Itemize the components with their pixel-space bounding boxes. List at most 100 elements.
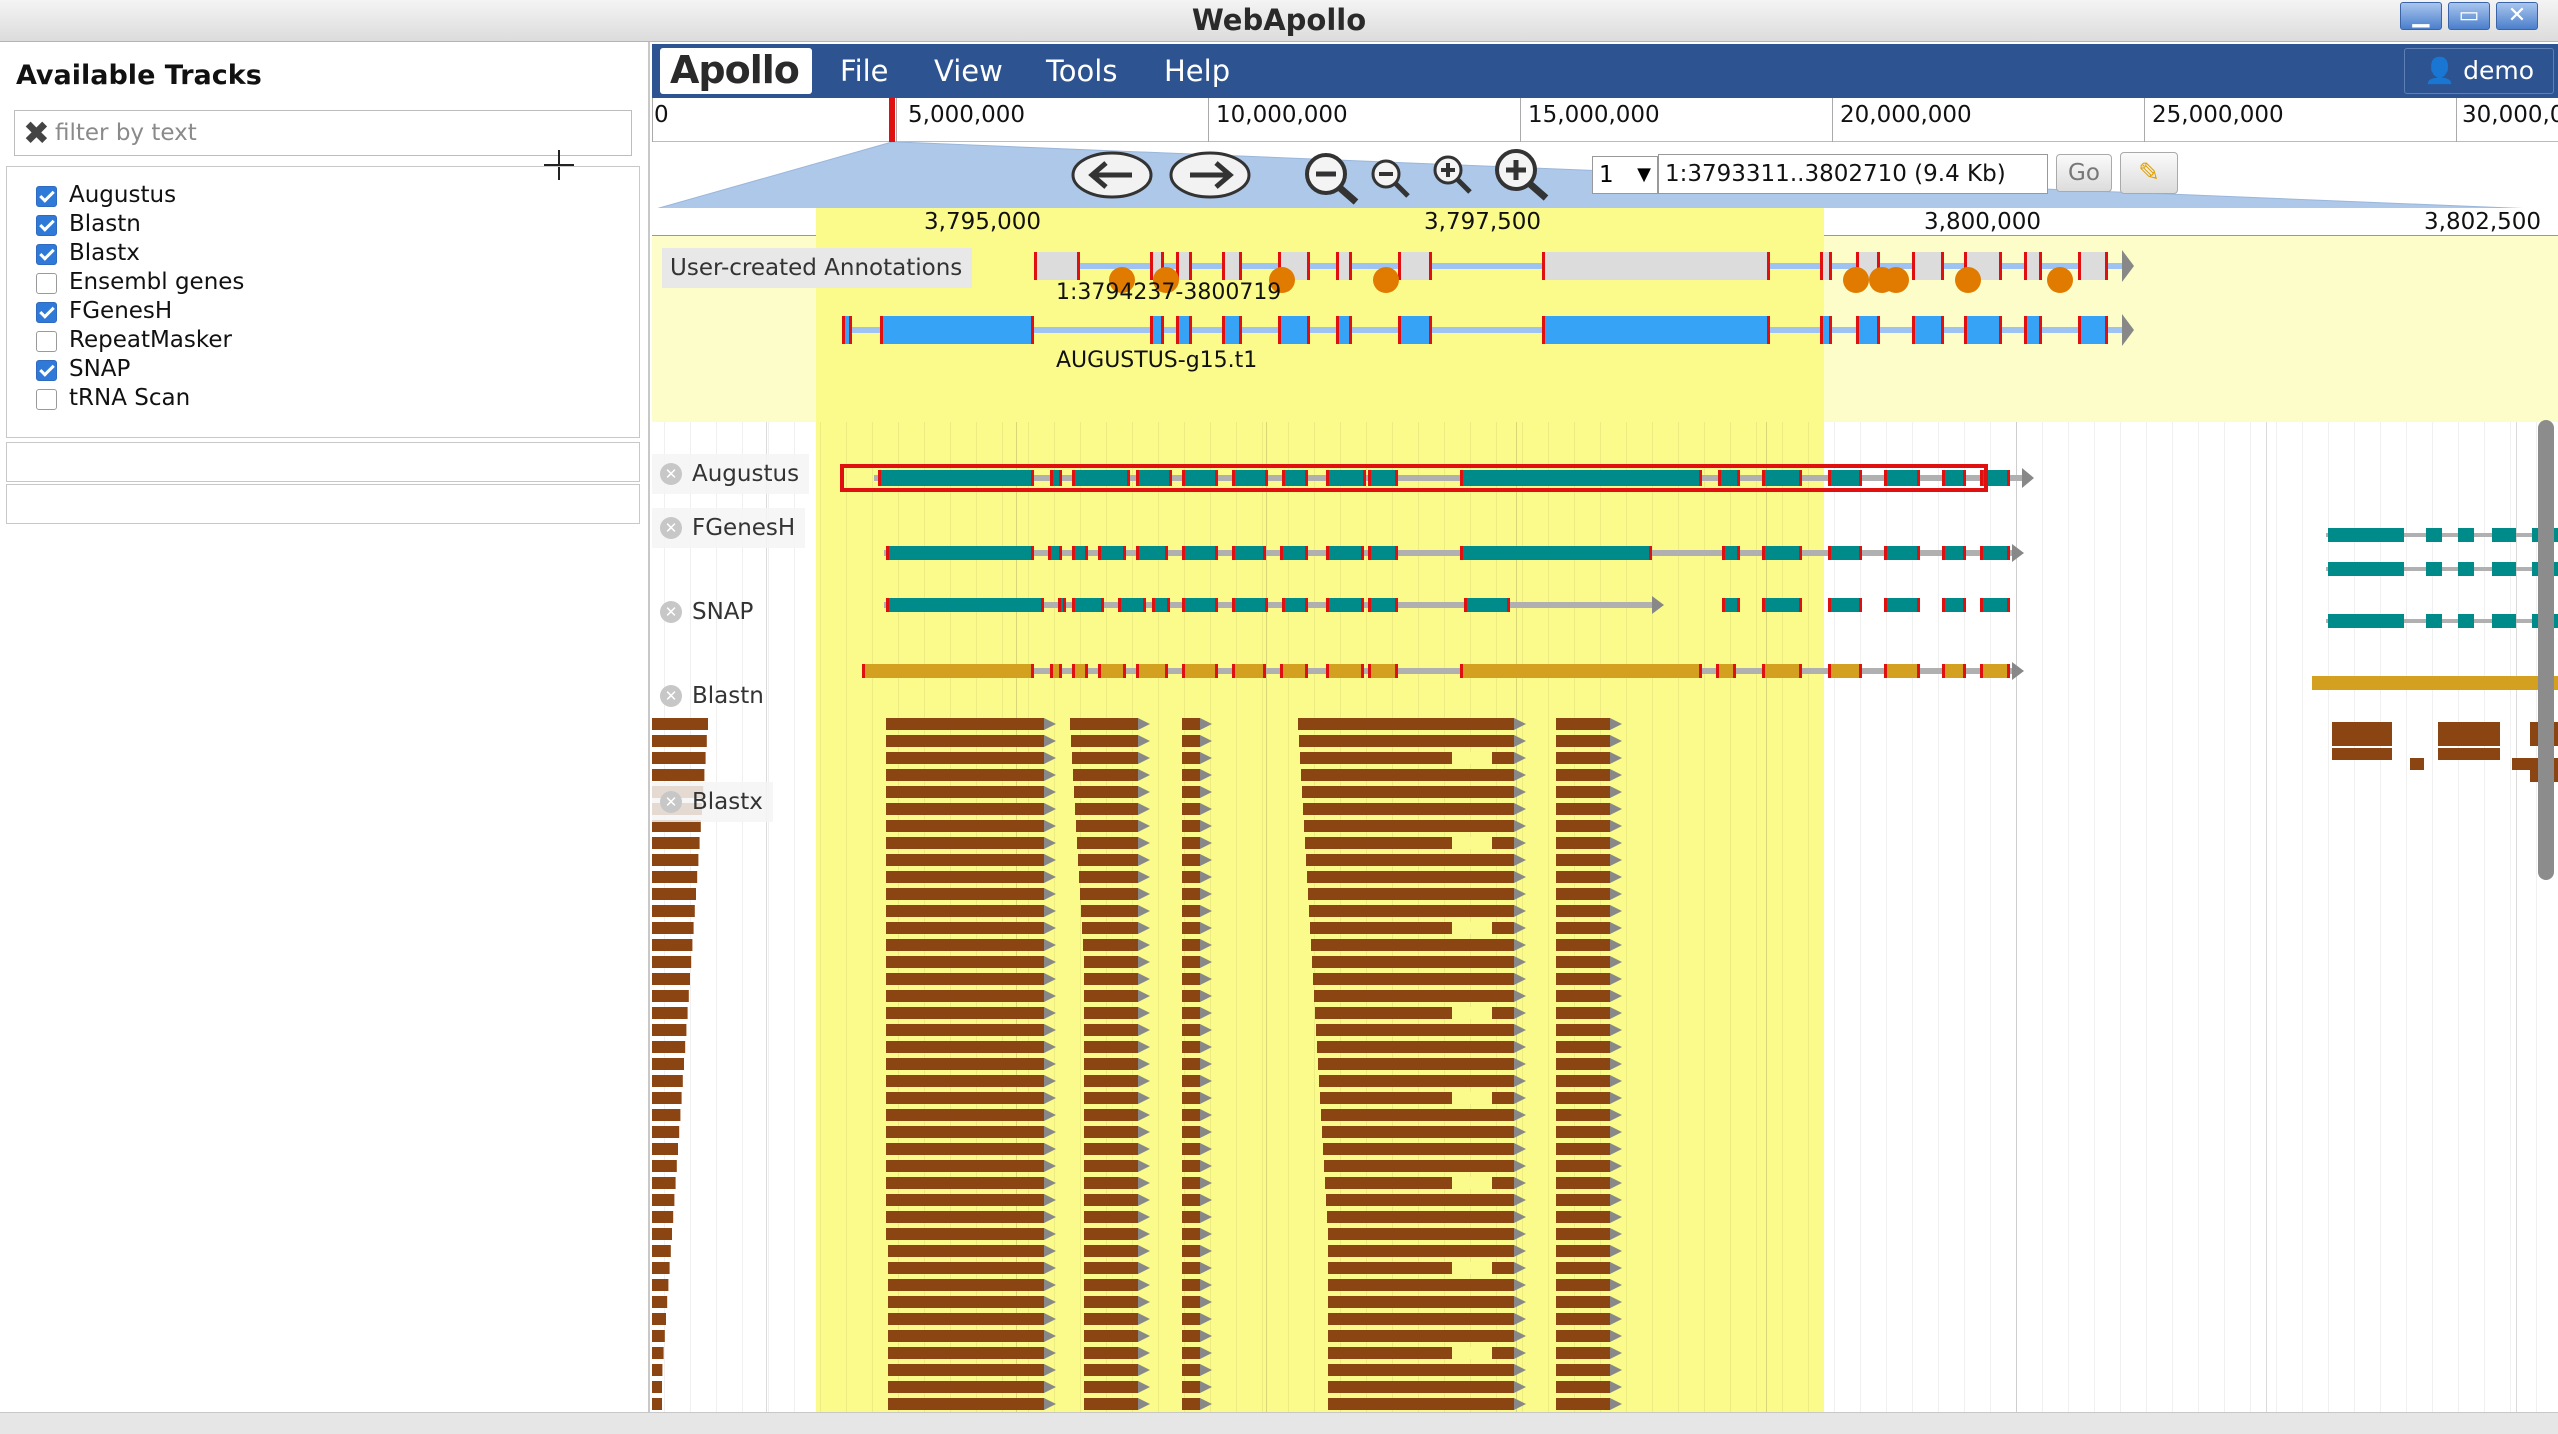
warning-icon[interactable] <box>1883 267 1909 293</box>
blastx-hit <box>1084 1092 1138 1104</box>
overview-position-marker[interactable] <box>889 98 895 142</box>
track-item-snap[interactable]: SNAP <box>7 355 639 384</box>
warning-icon[interactable] <box>1373 267 1399 293</box>
track-scrollbar[interactable] <box>2538 420 2554 880</box>
exon <box>2312 676 2558 690</box>
menu-view[interactable]: View <box>934 54 1003 88</box>
track-checkbox[interactable] <box>36 215 57 236</box>
strand-arrow <box>1652 596 1664 614</box>
pan-left-button[interactable] <box>1070 150 1154 200</box>
track-checkbox[interactable] <box>36 360 57 381</box>
zoom-in-small-icon[interactable] <box>1430 152 1474 196</box>
user-menu-button[interactable]: 👤 demo <box>2404 48 2554 94</box>
warning-icon[interactable] <box>1843 267 1869 293</box>
grid-line <box>2198 422 2199 1412</box>
blastx-hit <box>652 718 708 730</box>
track-item-blastn[interactable]: Blastn <box>7 210 639 239</box>
filter-input[interactable] <box>55 117 615 149</box>
reference-sequence-select[interactable]: 1 ▼ <box>1592 156 1658 194</box>
menu-tools[interactable]: Tools <box>1046 54 1118 88</box>
track-item-fgenesh[interactable]: FGenesH <box>7 297 639 326</box>
exon <box>1034 252 1080 280</box>
window-titlebar: WebApollo ▁ ▭ ✕ <box>0 0 2558 42</box>
zoom-out-large-icon[interactable] <box>1302 150 1362 206</box>
blastx-hit <box>886 854 1044 866</box>
warning-icon[interactable] <box>2047 267 2073 293</box>
track-label-blastn[interactable]: ✕ Blastn <box>652 676 774 716</box>
splice-site <box>1649 546 1652 560</box>
maximize-icon[interactable]: ▭ <box>2448 2 2490 30</box>
annotations-track-label[interactable]: User-created Annotations <box>662 248 973 288</box>
strand-arrow <box>1610 1398 1622 1410</box>
splice-site <box>1307 316 1310 344</box>
close-track-icon[interactable]: ✕ <box>660 791 682 813</box>
track-label-blastx[interactable]: ✕ Blastx <box>652 782 773 822</box>
blastx-hit <box>1556 871 1610 883</box>
track-item-augustus[interactable]: Augustus <box>7 181 639 210</box>
menu-help[interactable]: Help <box>1164 54 1231 88</box>
strand-arrow <box>1044 1330 1056 1342</box>
track-checkbox[interactable] <box>36 389 57 410</box>
minimize-icon[interactable]: ▁ <box>2400 2 2442 30</box>
grid-line <box>2016 422 2017 1412</box>
location-input[interactable] <box>1658 154 2048 194</box>
strand-arrow <box>1610 1024 1622 1036</box>
strand-arrow <box>1200 1398 1212 1410</box>
track-label-snap[interactable]: ✕ SNAP <box>652 592 763 632</box>
splice-site <box>1050 470 1053 486</box>
close-icon[interactable]: ✕ <box>2496 2 2538 30</box>
track-label-augustus[interactable]: ✕ Augustus <box>652 454 810 494</box>
genome-track-area[interactable]: User-created Annotations 1:3794237-38007… <box>652 236 2558 1412</box>
menu-file[interactable]: File <box>840 54 889 88</box>
exon <box>1232 664 1266 678</box>
strand-arrow <box>1138 769 1150 781</box>
close-track-icon[interactable]: ✕ <box>660 601 682 623</box>
track-checkbox[interactable] <box>36 186 57 207</box>
overview-ruler[interactable]: 0 5,000,000 10,000,000 15,000,000 20,000… <box>652 98 2558 142</box>
track-label-fgenesh[interactable]: ✕ FGenesH <box>652 508 806 548</box>
splice-site <box>1167 598 1170 612</box>
blastx-hit <box>886 922 1044 934</box>
track-checkbox[interactable] <box>36 331 57 352</box>
blastx-hit <box>652 1075 683 1087</box>
track-checkbox[interactable] <box>36 302 57 323</box>
warning-icon[interactable] <box>1109 267 1135 293</box>
warning-icon[interactable] <box>1269 267 1295 293</box>
zoom-in-large-icon[interactable] <box>1492 146 1552 202</box>
warning-icon[interactable] <box>1955 267 1981 293</box>
track-item-repeatmasker[interactable]: RepeatMasker <box>7 326 639 355</box>
track-background <box>1824 422 2558 1412</box>
splice-site <box>1460 470 1463 486</box>
strand-arrow <box>1610 1296 1622 1308</box>
blastx-hit <box>652 1143 678 1155</box>
track-item-trnascan[interactable]: tRNA Scan <box>7 384 639 413</box>
strand-arrow <box>1044 820 1056 832</box>
grid-line <box>2068 422 2069 1412</box>
blastx-hit <box>1084 990 1138 1002</box>
splice-site <box>1859 664 1862 678</box>
highlight-icon[interactable]: ✎ <box>2120 152 2178 194</box>
splice-site <box>1767 316 1770 344</box>
clear-filter-icon[interactable]: ✖ <box>23 114 50 152</box>
warning-icon[interactable] <box>1153 267 1179 293</box>
exon <box>1282 470 1308 486</box>
pan-right-button[interactable] <box>1168 150 1252 200</box>
close-track-icon[interactable]: ✕ <box>660 463 682 485</box>
track-item-ensembl[interactable]: Ensembl genes <box>7 268 639 297</box>
exon <box>1884 598 1920 612</box>
splice-site <box>2007 664 2010 678</box>
strand-arrow <box>1514 973 1526 985</box>
exon <box>1118 598 1146 612</box>
track-canvas <box>652 236 2558 1412</box>
zoom-out-small-icon[interactable] <box>1368 156 1412 200</box>
grid-line <box>2406 422 2407 1412</box>
close-track-icon[interactable]: ✕ <box>660 517 682 539</box>
go-button[interactable]: Go <box>2056 154 2112 192</box>
track-checkbox[interactable] <box>36 244 57 265</box>
track-item-blastx[interactable]: Blastx <box>7 239 639 268</box>
close-track-icon[interactable]: ✕ <box>660 685 682 707</box>
splice-site <box>1542 252 1545 280</box>
grid-line <box>2042 422 2043 1412</box>
track-checkbox[interactable] <box>36 273 57 294</box>
blastx-hit <box>652 1279 669 1291</box>
